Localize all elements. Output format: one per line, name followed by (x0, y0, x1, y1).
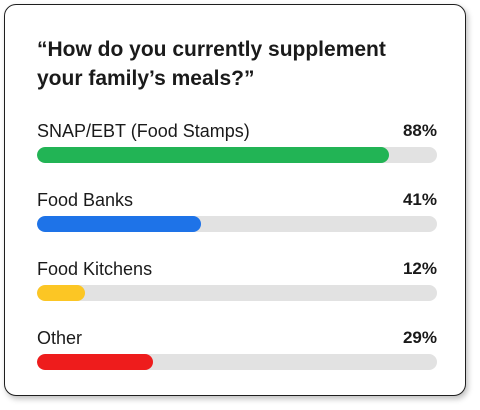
bar-label: Food Kitchens (37, 259, 153, 279)
bar-fill-food-banks (37, 216, 201, 232)
bar-row: Other 29% (37, 326, 437, 395)
bar-value-label: 88% (402, 121, 437, 140)
bar-list: SNAP/EBT (Food Stamps) 88% Food Banks 41… (37, 119, 437, 395)
bar-value-label: 12% (402, 259, 437, 278)
bar-fill-other (37, 354, 153, 370)
bar-row: Food Banks 41% (37, 188, 437, 257)
poll-card: “How do you currently supplement your fa… (4, 4, 466, 396)
bar-label: Other (37, 328, 83, 348)
bar-track (37, 354, 437, 370)
bar-fill-food-kitchens (37, 285, 85, 301)
bar-row: Food Kitchens 12% (37, 257, 437, 326)
bar-row: SNAP/EBT (Food Stamps) 88% (37, 119, 437, 188)
bar-label: SNAP/EBT (Food Stamps) (37, 121, 250, 141)
bar-fill-snap-ebt (37, 147, 389, 163)
bar-track (37, 216, 437, 232)
bar-label: Food Banks (37, 190, 134, 210)
bar-track (37, 285, 437, 301)
chart-title: “How do you currently supplement your fa… (37, 38, 386, 90)
bar-value-label: 41% (402, 190, 437, 209)
bar-value-label: 29% (402, 328, 437, 347)
bar-track (37, 147, 437, 163)
